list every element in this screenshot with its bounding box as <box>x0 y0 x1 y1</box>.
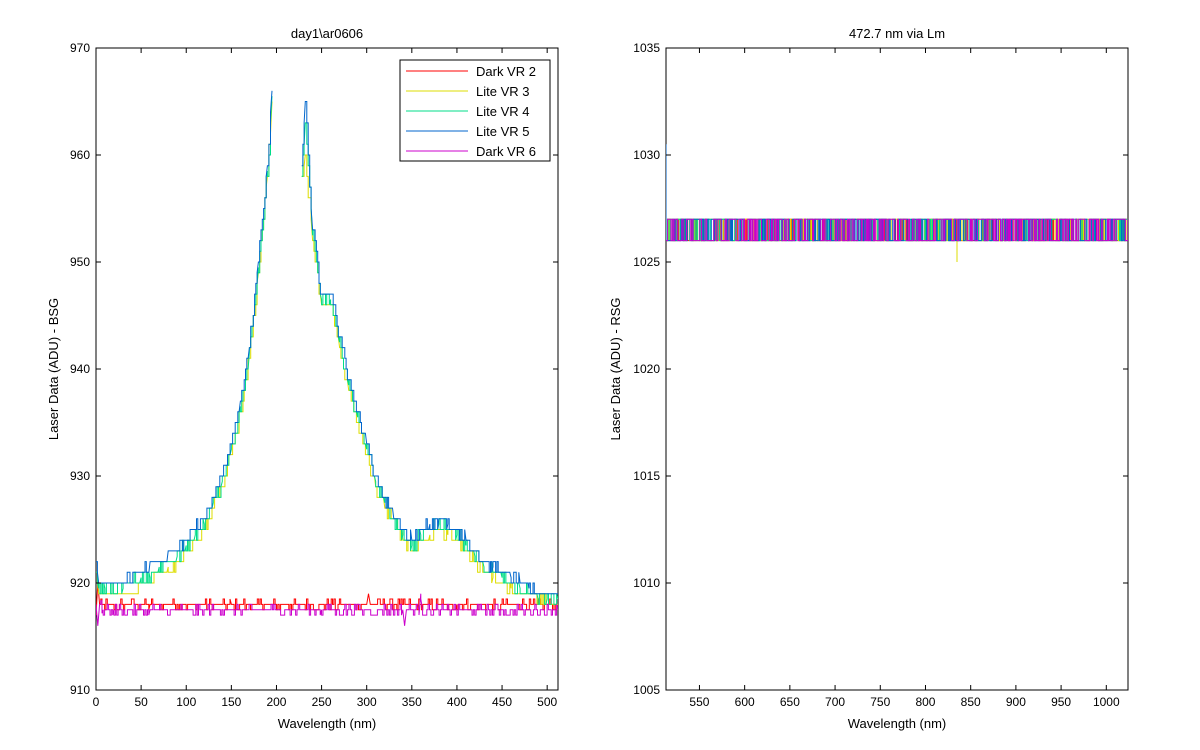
left-y-tick-label: 920 <box>70 576 90 590</box>
series-line-5 <box>96 593 558 626</box>
left-x-axis-label: Wavelength (nm) <box>278 716 377 731</box>
right-y-tick-label: 1025 <box>633 255 660 269</box>
left-y-tick-label: 950 <box>70 255 90 269</box>
series-line-4 <box>96 90 558 595</box>
left-x-tick-label: 150 <box>221 695 241 709</box>
legend-entry-4: Lite VR 5 <box>476 124 529 139</box>
left-x-tick-label: 350 <box>402 695 422 709</box>
left-x-tick-label: 450 <box>492 695 512 709</box>
right-series-line-5 <box>666 218 1128 242</box>
right-x-tick-label: 550 <box>689 695 709 709</box>
right-series-group <box>666 144 1128 262</box>
left-ticks-group: 0 50 100 150 200 250 300 350 400 450 500 910 920 930 9… <box>70 41 558 709</box>
legend-entry-3: Lite VR 4 <box>476 104 529 119</box>
right-x-tick-label: 600 <box>735 695 755 709</box>
right-y-axis-label: Laser Data (ADU) - RSG <box>608 297 623 440</box>
left-x-tick-label: 400 <box>447 695 467 709</box>
right-y-tick-label: 1015 <box>633 469 660 483</box>
right-x-tick-label: 800 <box>915 695 935 709</box>
legend-entry-1: Dark VR 2 <box>476 64 536 79</box>
left-x-tick-label: 500 <box>537 695 557 709</box>
right-x-tick-label: 950 <box>1051 695 1071 709</box>
right-y-tick-label: 1010 <box>633 576 660 590</box>
left-x-tick-label: 0 <box>93 695 100 709</box>
left-y-tick-label: 940 <box>70 362 90 376</box>
right-x-tick-label: 1000 <box>1093 695 1120 709</box>
left-x-tick-label: 50 <box>134 695 148 709</box>
right-plot-area <box>665 47 1129 691</box>
left-y-tick-label: 930 <box>70 469 90 483</box>
left-x-tick-label: 300 <box>357 695 377 709</box>
left-y-tick-label: 960 <box>70 148 90 162</box>
legend-entry-2: Lite VR 3 <box>476 84 529 99</box>
right-y-tick-label: 1030 <box>633 148 660 162</box>
left-x-tick-label: 200 <box>266 695 286 709</box>
right-x-tick-label: 650 <box>780 695 800 709</box>
left-y-tick-label: 910 <box>70 683 90 697</box>
legend-entry-5: Dark VR 6 <box>476 144 536 159</box>
right-x-tick-label: 750 <box>870 695 890 709</box>
right-y-tick-label: 1005 <box>633 683 660 697</box>
right-chart-title: 472.7 nm via Lm <box>849 26 945 41</box>
right-x-axis-label: Wavelength (nm) <box>848 716 947 731</box>
left-chart: 0 50 100 150 200 250 300 350 400 450 500 910 920 930 9… <box>46 26 559 731</box>
right-y-tick-label: 1035 <box>633 41 660 55</box>
left-y-tick-label: 970 <box>70 41 90 55</box>
left-x-tick-label: 250 <box>312 695 332 709</box>
right-x-tick-label: 900 <box>1006 695 1026 709</box>
left-series-group <box>96 90 558 626</box>
legend: Dark VR 2 Lite VR 3 Lite VR 4 Lite VR 5 Dark… <box>399 59 551 162</box>
right-x-tick-label: 850 <box>961 695 981 709</box>
left-chart-title: day1\ar0606 <box>291 26 363 41</box>
right-x-tick-label: 700 <box>825 695 845 709</box>
right-chart: 550 600 650 700 750 800 850 900 950 1000 1005 1010 1… <box>608 26 1129 731</box>
right-y-tick-label: 1020 <box>633 362 660 376</box>
right-ticks-group: 550 600 650 700 750 800 850 900 950 1000 1005 1010 1… <box>633 41 1128 709</box>
left-x-tick-label: 100 <box>176 695 196 709</box>
left-y-axis-label: Laser Data (ADU) - BSG <box>46 298 61 440</box>
